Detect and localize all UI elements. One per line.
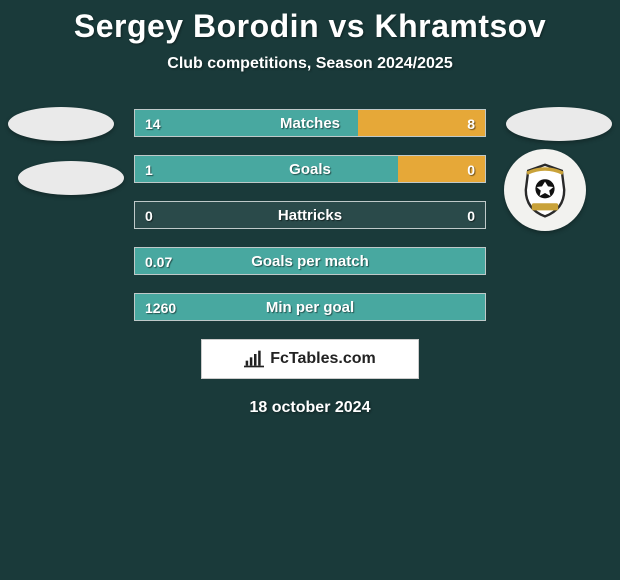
team-logo-right-1 bbox=[506, 107, 612, 141]
stat-row: 10Goals bbox=[134, 155, 486, 183]
stat-bar-left bbox=[135, 156, 398, 182]
team-badge-right bbox=[504, 149, 586, 231]
stat-row: 0.07Goals per match bbox=[134, 247, 486, 275]
bar-chart-icon bbox=[244, 350, 264, 368]
stat-row: 148Matches bbox=[134, 109, 486, 137]
stat-bar-right bbox=[398, 156, 486, 182]
date-text: 18 october 2024 bbox=[0, 399, 620, 417]
club-crest-icon bbox=[515, 160, 575, 220]
comparison-content: 148Matches 10Goals 0 0Hattricks 0.07Goals pe… bbox=[0, 109, 620, 417]
page-title: Sergey Borodin vs Khramtsov bbox=[0, 0, 620, 45]
team-logo-left-2 bbox=[18, 161, 124, 195]
stat-row: 1260Min per goal bbox=[134, 293, 486, 321]
stat-label: Hattricks bbox=[135, 202, 485, 228]
subtitle: Club competitions, Season 2024/2025 bbox=[0, 55, 620, 73]
stat-bar-left bbox=[135, 248, 485, 274]
stat-value-left: 0 bbox=[145, 202, 153, 228]
attribution-text: FcTables.com bbox=[270, 350, 376, 368]
stat-bar-left bbox=[135, 294, 485, 320]
team-logo-left-1 bbox=[8, 107, 114, 141]
stat-bar-right bbox=[358, 110, 485, 136]
stat-rows: 148Matches 10Goals 0 0Hattricks 0.07Goals pe… bbox=[134, 109, 486, 321]
stat-value-right: 0 bbox=[467, 202, 475, 228]
stat-bar-left bbox=[135, 110, 358, 136]
stat-row: 0 0Hattricks bbox=[134, 201, 486, 229]
attribution-badge: FcTables.com bbox=[201, 339, 419, 379]
